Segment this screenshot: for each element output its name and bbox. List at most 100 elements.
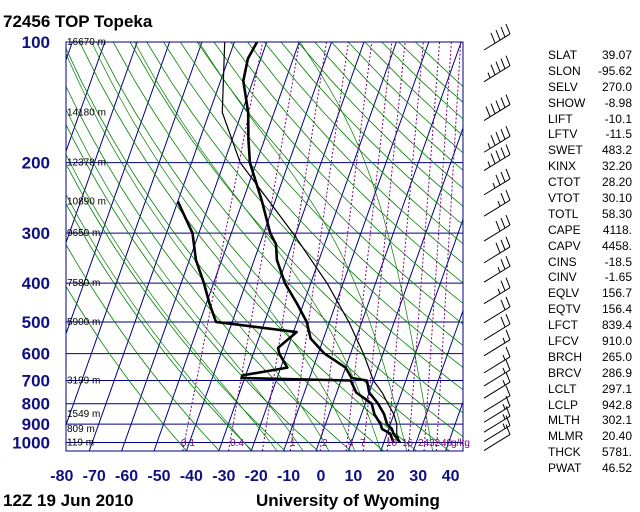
wind-barb — [483, 371, 511, 399]
wind-barb — [483, 415, 511, 443]
barb-staff — [483, 265, 511, 283]
barb-flag — [500, 147, 506, 158]
dry-adiabat — [213, 42, 463, 304]
wind-barb — [483, 424, 511, 451]
index-row-selv: SELV 270.0 — [548, 80, 632, 96]
barb-half-flag — [502, 354, 506, 361]
index-value: 30.10 — [601, 191, 632, 206]
pressure-tick-label: 1000 — [12, 434, 50, 453]
temperature-tick-label: 30 — [409, 468, 427, 485]
index-row-lift: LIFT -10.1 — [548, 112, 632, 128]
wind-barb — [483, 94, 511, 121]
moist-adiabat — [91, 42, 356, 451]
dewpoint-trace — [176, 200, 395, 443]
index-row-lfct: LFCT 839.4 — [548, 318, 632, 334]
mixing-ratio-label: 7 — [360, 438, 366, 449]
barb-flag — [500, 26, 506, 38]
barb-staff — [483, 178, 511, 196]
barb-flag — [495, 150, 501, 161]
index-row-mlth: MLTH 302.1 — [548, 413, 632, 429]
pressure-tick-label: 700 — [22, 371, 50, 390]
index-value: 156.4 — [601, 302, 632, 317]
index-row-totl: TOTL 58.30 — [548, 207, 632, 223]
index-name: EQTV — [548, 302, 581, 317]
barb-flag — [505, 359, 511, 371]
height-label: 10890 m — [67, 196, 106, 207]
mixing-ratio-label: 0.1 — [181, 438, 195, 449]
barb-half-flag — [502, 423, 506, 429]
dry-adiabat — [96, 42, 450, 451]
wind-barb — [483, 236, 511, 264]
index-row-mlmr: MLMR 20.40 — [548, 429, 632, 445]
isotherm — [283, 42, 430, 451]
isotherm — [153, 42, 300, 451]
index-value: -11.5 — [605, 127, 632, 142]
isotherm — [412, 309, 463, 451]
height-label: 12378 m — [67, 158, 106, 169]
barb-flag — [485, 106, 491, 117]
moist-adiabat — [66, 52, 330, 451]
index-value: 265.0 — [601, 349, 632, 364]
barb-staff — [483, 415, 511, 433]
mixing-ratio-label: 10 — [386, 438, 398, 449]
barb-staff — [483, 135, 511, 153]
barb-flag — [500, 217, 506, 229]
index-row-eqlv: EQLV 156.7 — [548, 286, 632, 302]
index-value: 4458. — [601, 238, 632, 253]
dry-adiabat — [66, 285, 187, 451]
index-name: MLMR — [548, 429, 584, 444]
barb-staff — [483, 287, 511, 305]
pressure-tick-label: 500 — [22, 313, 50, 332]
mixing-ratio-label: 40 — [441, 438, 453, 449]
barb-staff — [483, 306, 511, 324]
wind-barb — [483, 346, 511, 374]
dry-adiabat — [66, 85, 352, 451]
temperature-axis: -80 -70 -60 -50 -40 -30 -20 -10 0 10 20 30 40 — [50, 468, 459, 485]
index-name: LCLP — [548, 397, 579, 412]
barb-half-flag — [502, 404, 506, 410]
wind-barb — [483, 55, 511, 83]
isotherm — [218, 42, 365, 451]
index-name: CINV — [548, 270, 577, 285]
height-label: 9650 m — [67, 228, 100, 239]
barb-flag — [505, 385, 511, 396]
mixing-ratio-line — [362, 42, 406, 451]
dry-adiabat — [196, 42, 463, 325]
mixing-ratio-line — [182, 42, 264, 451]
barb-staff — [483, 199, 511, 217]
barb-flag — [500, 280, 506, 291]
isotherm — [66, 42, 138, 245]
barb-flag — [500, 58, 506, 69]
index-value: 20.40 — [601, 429, 632, 444]
index-name: VTOT — [548, 191, 580, 206]
dry-adiabat — [79, 42, 417, 451]
index-value: 302.1 — [601, 413, 632, 428]
barb-half-flag — [487, 161, 491, 167]
plot-frame — [65, 41, 464, 452]
parcel-trace — [221, 42, 401, 443]
index-value: 910.0 — [601, 334, 632, 349]
dry-adiabat — [146, 42, 463, 391]
index-value: 4118. — [602, 222, 632, 237]
barb-flag — [490, 103, 496, 114]
barb-flag — [490, 135, 496, 146]
index-row-slat: SLAT 39.07 — [548, 48, 632, 64]
index-name: TOTL — [548, 206, 579, 221]
temperature-tick-label: -40 — [180, 468, 203, 485]
barb-half-flag — [497, 201, 501, 207]
index-name: SWET — [548, 143, 583, 158]
index-value: 483.2 — [601, 143, 632, 158]
index-row-thck: THCK 5781. — [548, 445, 632, 461]
barb-staff — [483, 395, 511, 413]
wind-barb — [483, 313, 511, 341]
barb-flag — [505, 236, 511, 248]
barb-flag — [505, 415, 511, 426]
temperature-tick-label: 20 — [377, 468, 395, 485]
pressure-tick-label: 400 — [22, 274, 50, 293]
barb-flag — [500, 97, 506, 108]
temperature-tick-label: -80 — [50, 468, 73, 485]
isotherm — [380, 217, 463, 451]
index-row-show: SHOW -8.98 — [548, 96, 632, 112]
barb-flag — [505, 256, 511, 267]
index-name: THCK — [548, 445, 581, 460]
